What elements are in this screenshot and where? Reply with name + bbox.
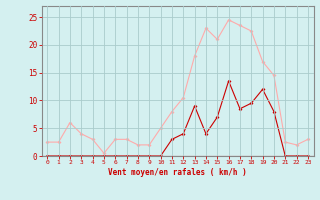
X-axis label: Vent moyen/en rafales ( km/h ): Vent moyen/en rafales ( km/h ): [108, 168, 247, 177]
